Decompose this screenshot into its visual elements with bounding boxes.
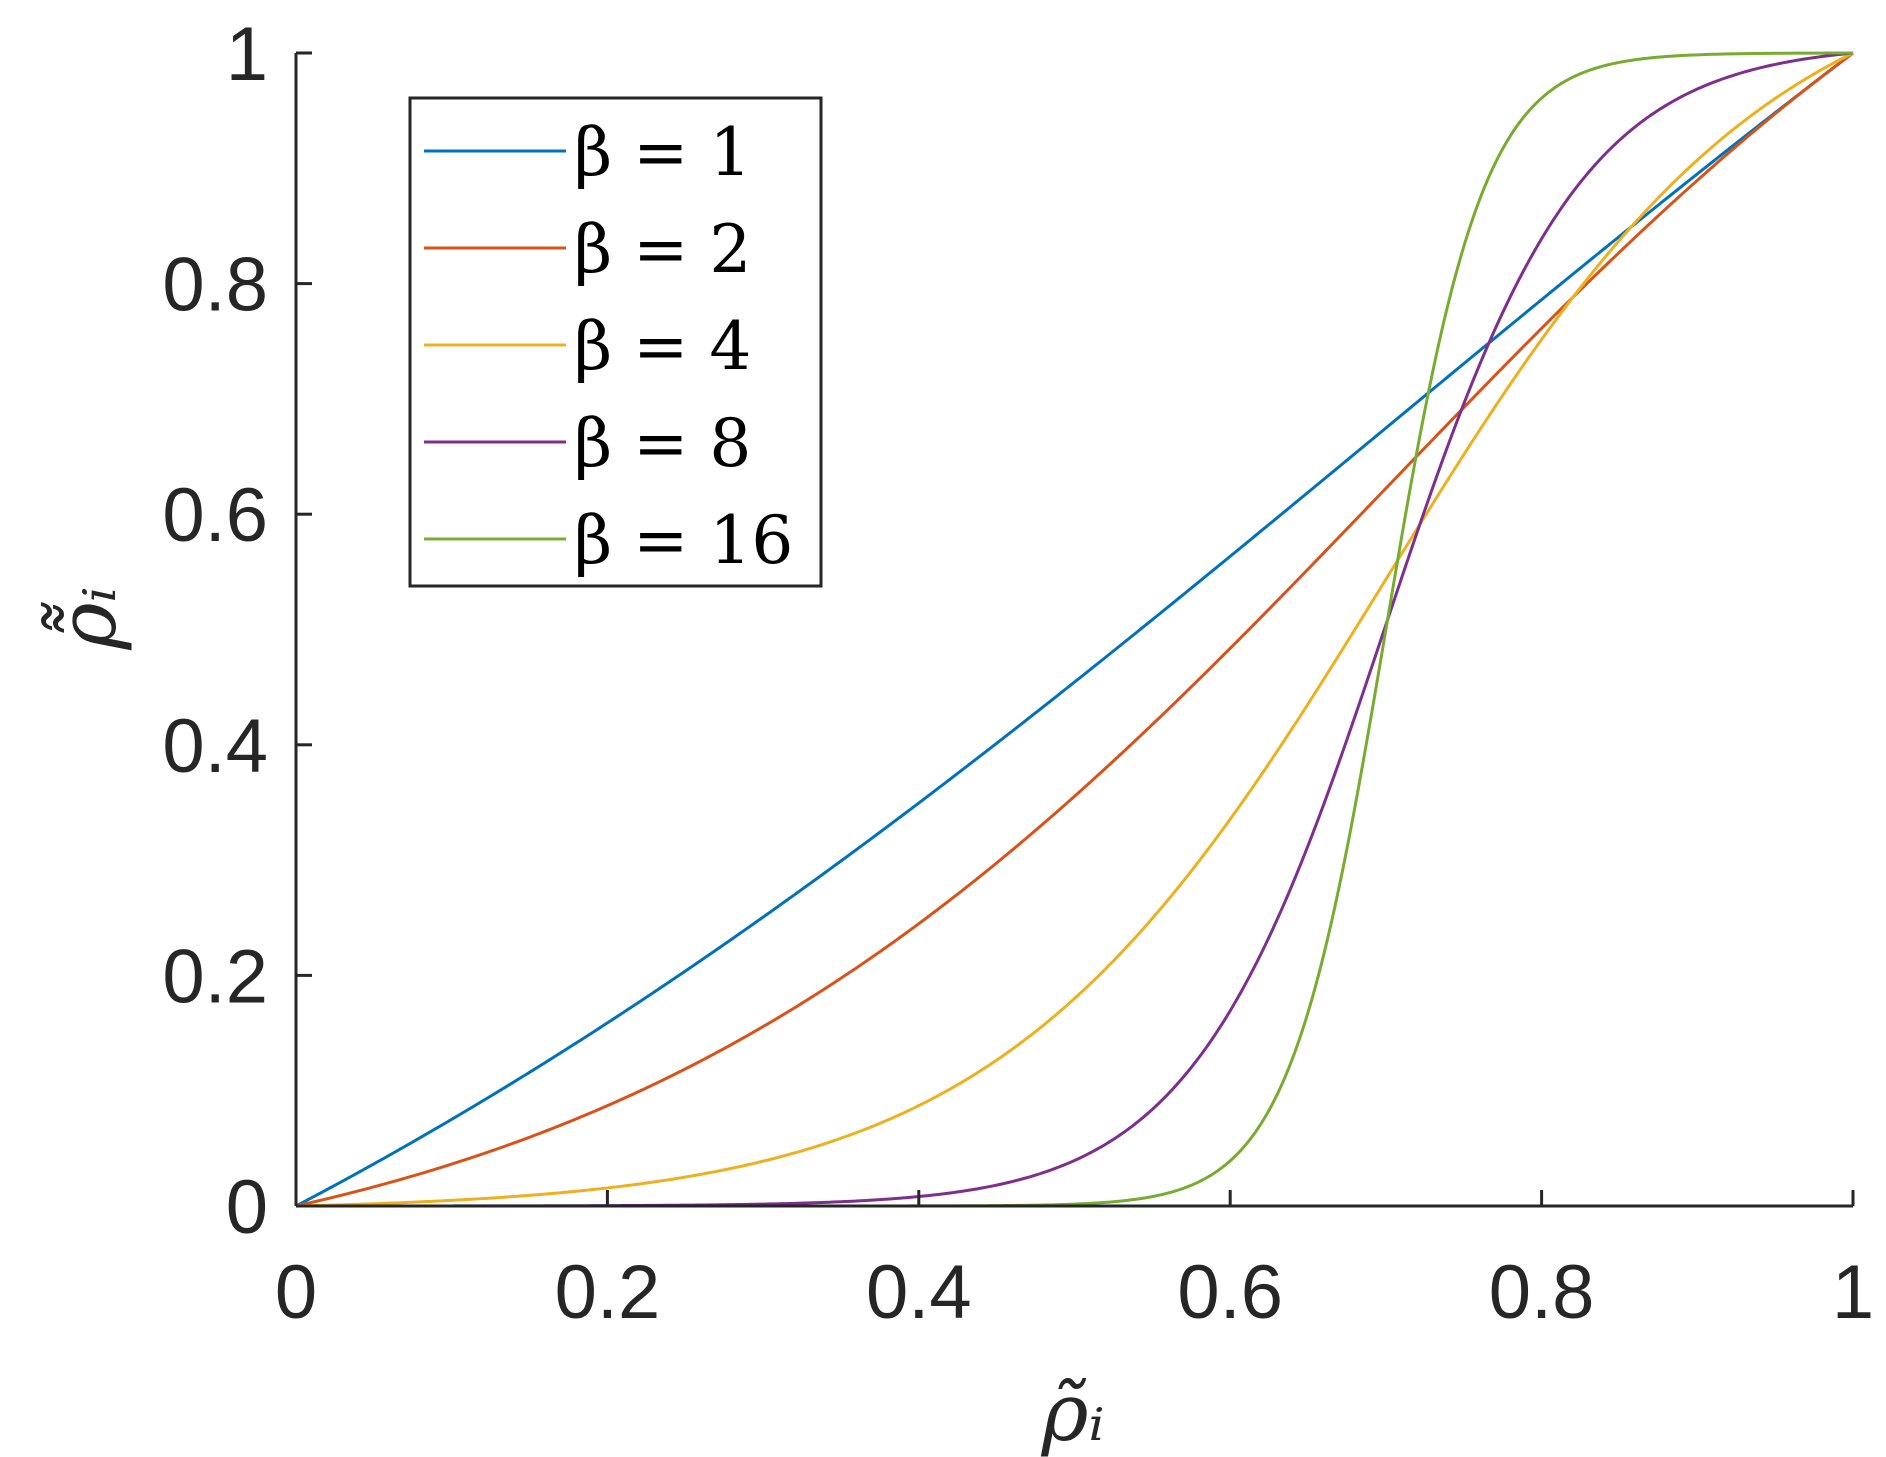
- x-tick-label: 0.6: [1177, 1250, 1283, 1335]
- x-tick-label: 0.4: [866, 1250, 972, 1335]
- y-tick-label: 0.6: [162, 473, 268, 558]
- y-tick-label: 0.4: [162, 704, 268, 789]
- series-line-beta-1: [295, 51, 1854, 1208]
- x-tick-label: 1: [1832, 1250, 1874, 1335]
- y-tick-label: 0: [226, 1165, 268, 1250]
- legend-item-beta-4: β = 4: [424, 308, 751, 385]
- x-tick-label: 0: [275, 1250, 317, 1335]
- legend-label: β = 1: [574, 114, 751, 191]
- x-axis-label: ρ̃ᵢ: [1040, 1366, 1104, 1457]
- series-line-beta-2: [295, 51, 1854, 1208]
- legend-box: [408, 96, 823, 588]
- x-tick-label: 0.8: [1489, 1250, 1595, 1335]
- legend-item-beta-8: β = 8: [424, 405, 751, 482]
- legend-label: β = 8: [574, 405, 751, 482]
- series-line-beta-4: [295, 51, 1854, 1208]
- legend: β = 1 β = 2 β = 4 β = 8 β = 16: [408, 96, 823, 588]
- axes: [294, 53, 1853, 1208]
- legend-label: β = 16: [574, 502, 793, 579]
- legend-item-beta-1: β = 1: [424, 114, 751, 191]
- y-axis-label: ρ̃̃ᵢ: [39, 586, 134, 650]
- legend-item-beta-16: β = 16: [424, 502, 793, 579]
- y-tick-label: 0.8: [162, 243, 268, 328]
- legend-item-beta-2: β = 2: [424, 211, 751, 288]
- y-tick-label: 1: [226, 12, 268, 97]
- y-tick-label: 0.2: [162, 934, 268, 1019]
- legend-label: β = 2: [574, 211, 751, 288]
- ticks: 0 0.2 0.4 0.6 0.8 1 0 0.2 0.4 0.6 0.8 1: [162, 12, 1874, 1335]
- x-tick-label: 0.2: [555, 1250, 661, 1335]
- legend-label: β = 4: [574, 308, 751, 385]
